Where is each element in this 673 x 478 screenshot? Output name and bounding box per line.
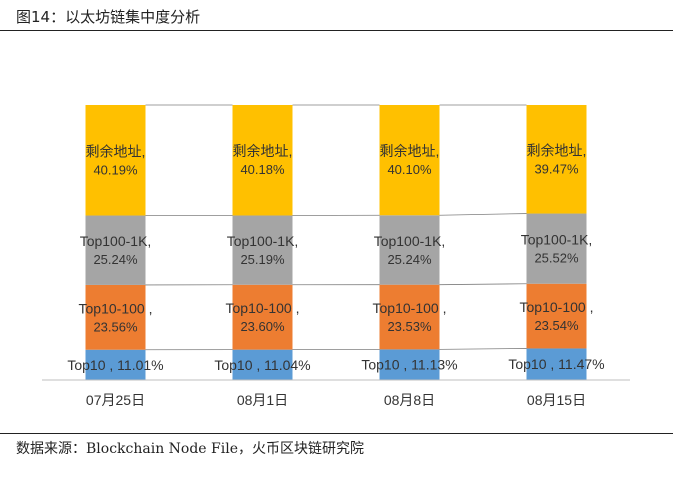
data-label: Top10 , 11.47% bbox=[508, 356, 604, 372]
data-label: Top10 , 11.01% bbox=[67, 357, 163, 373]
data-label: 40.18% bbox=[240, 162, 285, 177]
data-label: Top10-100 , bbox=[226, 300, 300, 316]
data-label: Top10 , 11.13% bbox=[361, 357, 457, 373]
bar-segment bbox=[379, 284, 440, 350]
data-label: 25.19% bbox=[240, 252, 285, 267]
x-tick-label: 08月15日 bbox=[527, 392, 586, 408]
bar-segment bbox=[526, 348, 587, 380]
x-tick-label: 07月25日 bbox=[86, 392, 145, 408]
data-label: 剩余地址, bbox=[527, 142, 587, 158]
title-rule bbox=[0, 30, 673, 31]
data-label: 剩余地址, bbox=[233, 143, 293, 159]
data-label: Top100-1K, bbox=[80, 233, 152, 249]
data-label: 23.56% bbox=[93, 319, 138, 334]
data-label: 25.24% bbox=[93, 252, 138, 267]
data-label: Top100-1K, bbox=[521, 232, 593, 248]
bar-segment bbox=[232, 215, 293, 285]
stacked-bar-chart: Top10 , 11.01% Top10-100 , 23.56% Top100-1K… bbox=[42, 104, 630, 408]
data-label: 25.24% bbox=[387, 252, 432, 267]
data-label: 40.10% bbox=[387, 162, 432, 177]
bar-segment bbox=[85, 105, 146, 216]
bar-segment bbox=[526, 283, 587, 349]
data-label: 23.60% bbox=[240, 319, 285, 334]
series-line-2-2 bbox=[439, 213, 527, 216]
data-label: Top100-1K, bbox=[374, 233, 446, 249]
bar-segment bbox=[232, 284, 293, 350]
data-label: 23.53% bbox=[387, 319, 432, 334]
series-line-1-2 bbox=[439, 283, 527, 286]
x-tick-label: 08月8日 bbox=[384, 392, 435, 408]
bar-segment bbox=[85, 215, 146, 285]
figure-title: 图14：以太坊链集中度分析 bbox=[16, 8, 201, 26]
bar-segment bbox=[232, 349, 293, 380]
x-tick-label: 08月1日 bbox=[237, 392, 288, 408]
data-label: 剩余地址, bbox=[86, 143, 146, 159]
bar-segment bbox=[379, 215, 440, 285]
bar-segment bbox=[526, 213, 587, 284]
bar-segment bbox=[232, 105, 293, 216]
data-label: 40.19% bbox=[93, 162, 138, 177]
data-label: Top100-1K, bbox=[227, 233, 299, 249]
series-line-0-2 bbox=[439, 348, 527, 350]
data-label: 剩余地址, bbox=[380, 143, 440, 159]
data-label: Top10-100 , bbox=[79, 300, 153, 316]
source-rule bbox=[0, 433, 673, 434]
data-label: Top10 , 11.04% bbox=[214, 357, 310, 373]
bar-segment bbox=[85, 284, 146, 350]
bar-segment bbox=[85, 349, 146, 380]
data-label: 39.47% bbox=[534, 161, 579, 176]
bar-segment bbox=[379, 105, 440, 216]
data-label: 23.54% bbox=[534, 318, 579, 333]
data-label: 25.52% bbox=[534, 251, 579, 266]
bar-segment bbox=[379, 349, 440, 380]
bar-segment bbox=[526, 105, 587, 214]
data-label: Top10-100 , bbox=[373, 300, 447, 316]
source-note: 数据来源：Blockchain Node File，火币区块链研究院 bbox=[16, 441, 364, 457]
data-label: Top10-100 , bbox=[520, 299, 594, 315]
